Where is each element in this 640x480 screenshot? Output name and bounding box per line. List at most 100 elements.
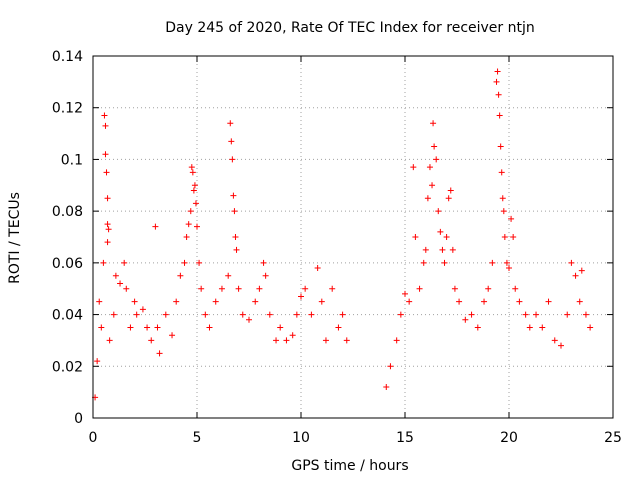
data-point xyxy=(445,195,452,202)
data-point xyxy=(456,298,463,305)
data-point xyxy=(451,285,458,292)
data-point xyxy=(443,234,450,240)
y-tick-label: 0.08 xyxy=(52,204,83,220)
data-point xyxy=(101,112,108,119)
data-point xyxy=(426,164,433,171)
data-point xyxy=(551,337,558,344)
data-point xyxy=(283,337,290,344)
data-point xyxy=(112,272,119,279)
data-point xyxy=(462,316,469,323)
data-point xyxy=(177,272,184,279)
data-point xyxy=(189,169,196,176)
data-point xyxy=(302,285,309,292)
data-point xyxy=(96,298,103,305)
data-point xyxy=(102,122,109,129)
x-tick-label: 5 xyxy=(193,430,202,446)
data-point xyxy=(198,285,205,292)
data-point xyxy=(139,306,146,313)
data-point xyxy=(206,324,213,331)
data-point xyxy=(227,120,234,127)
data-point xyxy=(192,200,199,207)
data-point xyxy=(231,208,238,215)
data-point xyxy=(104,239,111,246)
data-point xyxy=(564,311,571,318)
data-point xyxy=(239,311,246,318)
tick-labels: 0 5 10 15 20 25 0 0.02 0.04 0.06 0.08 0.1 0.12 0.14 xyxy=(52,49,622,446)
data-point xyxy=(498,169,505,176)
data-point xyxy=(123,285,130,292)
data-point xyxy=(545,298,552,305)
data-point xyxy=(522,311,529,318)
data-point xyxy=(104,221,111,228)
data-point xyxy=(449,246,456,253)
data-point xyxy=(106,337,113,344)
data-point xyxy=(496,112,503,119)
data-point xyxy=(510,234,517,240)
data-point xyxy=(335,324,342,331)
data-point xyxy=(430,120,437,127)
data-point xyxy=(256,285,263,292)
data-point xyxy=(587,324,594,331)
data-point xyxy=(572,272,579,279)
data-point xyxy=(429,182,436,189)
data-point xyxy=(94,358,101,365)
data-point xyxy=(343,337,350,344)
data-point xyxy=(190,187,197,194)
data-point xyxy=(489,259,496,266)
plot-frame xyxy=(92,55,614,419)
data-point xyxy=(277,324,284,331)
x-tick-label: 25 xyxy=(604,430,622,446)
data-point xyxy=(162,311,169,318)
data-point xyxy=(127,324,134,331)
grid-lines xyxy=(93,56,613,418)
data-point xyxy=(494,68,501,75)
data-point xyxy=(117,280,124,287)
data-point xyxy=(232,234,239,240)
data-point xyxy=(102,151,109,158)
data-point xyxy=(485,285,492,292)
data-point xyxy=(416,285,423,292)
data-point xyxy=(131,298,138,305)
data-point xyxy=(152,223,159,230)
data-point xyxy=(441,259,448,266)
data-point xyxy=(558,342,564,349)
data-point xyxy=(110,311,117,318)
data-point xyxy=(298,293,304,300)
data-point xyxy=(260,259,267,266)
data-point xyxy=(121,259,128,266)
data-point xyxy=(539,324,546,331)
data-point xyxy=(173,298,180,305)
data-point xyxy=(191,182,198,189)
data-point xyxy=(100,259,107,266)
data-point xyxy=(406,298,413,305)
data-point xyxy=(424,195,431,202)
data-point xyxy=(266,311,273,318)
data-point xyxy=(273,337,280,344)
data-point xyxy=(188,164,195,171)
data-point xyxy=(105,226,112,233)
data-point xyxy=(148,337,155,344)
data-point xyxy=(512,285,519,292)
data-point xyxy=(397,311,404,318)
y-tick-label: 0.12 xyxy=(52,101,83,117)
y-tick-label: 0 xyxy=(74,411,83,427)
y-tick-label: 0.1 xyxy=(61,152,83,168)
data-point xyxy=(387,363,394,370)
data-point xyxy=(252,298,259,305)
data-point xyxy=(402,290,408,297)
data-point xyxy=(481,298,488,305)
data-point xyxy=(499,195,506,202)
y-tick-label: 0.06 xyxy=(52,256,83,272)
data-point xyxy=(508,215,515,222)
data-point xyxy=(104,195,111,202)
data-point xyxy=(225,272,232,279)
axis-ticks xyxy=(92,55,614,419)
data-point xyxy=(578,267,585,274)
data-point xyxy=(500,208,507,215)
data-point xyxy=(103,169,110,176)
data-point xyxy=(431,143,438,150)
data-point xyxy=(383,383,390,390)
y-tick-label: 0.14 xyxy=(52,49,83,65)
data-point xyxy=(474,324,481,331)
